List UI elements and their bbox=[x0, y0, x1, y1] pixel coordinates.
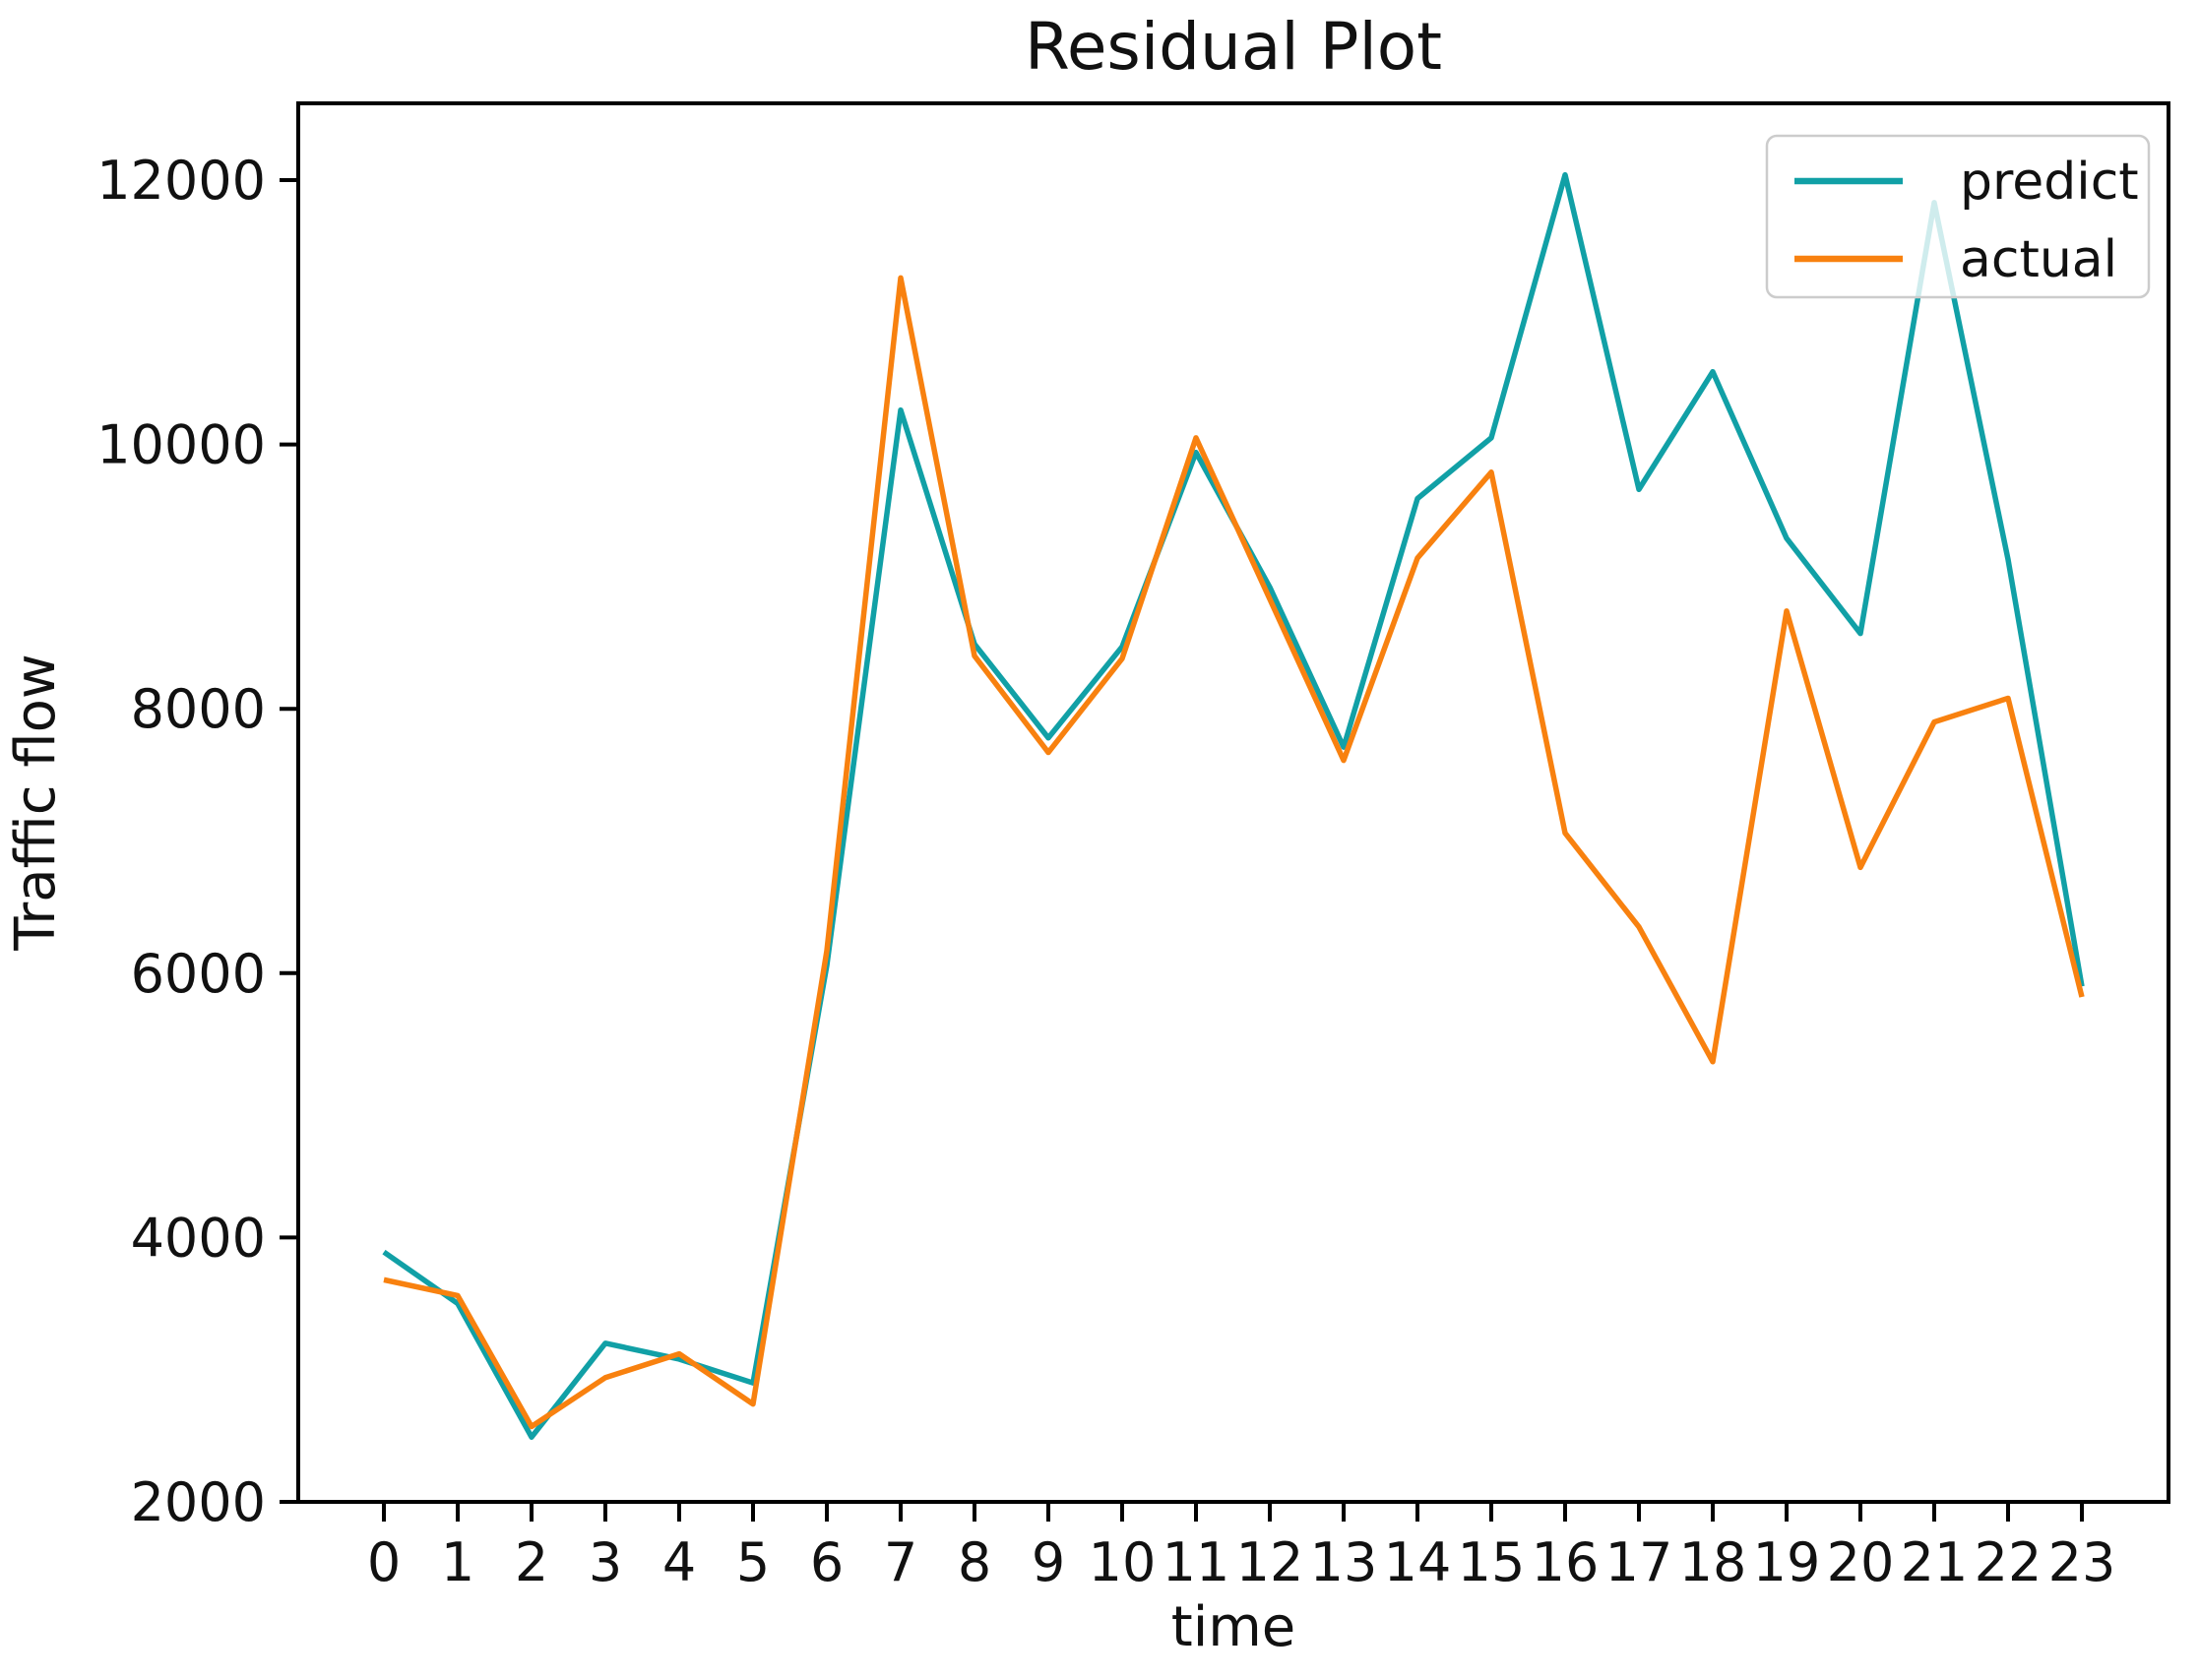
x-tick-label: 20 bbox=[1827, 1531, 1895, 1593]
legend: predict actual bbox=[1765, 134, 2151, 299]
series-lines bbox=[382, 171, 2085, 1440]
x-tick-label: 3 bbox=[589, 1531, 622, 1593]
legend-label-actual: actual bbox=[1960, 230, 2117, 289]
x-tick-label: 12 bbox=[1236, 1531, 1304, 1593]
series-line-actual bbox=[383, 275, 2085, 1430]
y-axis-label: Traffic flow bbox=[4, 653, 68, 951]
y-tick-label: 6000 bbox=[131, 943, 266, 1005]
y-tick-label: 4000 bbox=[131, 1207, 266, 1269]
x-tick-label: 7 bbox=[884, 1531, 917, 1593]
plot-area bbox=[296, 101, 2170, 1504]
x-tick-label: 6 bbox=[810, 1531, 844, 1593]
x-tick-label: 23 bbox=[2048, 1531, 2116, 1593]
y-tick-label: 8000 bbox=[131, 678, 266, 740]
x-tick-label: 14 bbox=[1384, 1531, 1452, 1593]
x-tick-label: 2 bbox=[515, 1531, 548, 1593]
legend-label-predict: predict bbox=[1960, 153, 2139, 212]
chart-title: Residual Plot bbox=[1025, 9, 1442, 85]
x-tick-label: 16 bbox=[1532, 1531, 1600, 1593]
y-tick-label: 10000 bbox=[96, 414, 266, 476]
x-tick-label: 17 bbox=[1605, 1531, 1673, 1593]
x-tick-label: 21 bbox=[1901, 1531, 1969, 1593]
x-tick-label: 15 bbox=[1458, 1531, 1526, 1593]
x-tick-label: 18 bbox=[1679, 1531, 1747, 1593]
y-tick-label: 2000 bbox=[131, 1471, 266, 1533]
x-axis: 0 1 2 3 4 5 6 7 8 9 10 11 12 13 14 15 16 17 18 19 20 21 22 23 bbox=[367, 1502, 2116, 1593]
y-tick-label: 12000 bbox=[96, 150, 266, 212]
x-tick-label: 1 bbox=[441, 1531, 474, 1593]
y-axis: 2000 4000 6000 8000 10000 12000 bbox=[96, 150, 298, 1533]
x-tick-label: 9 bbox=[1032, 1531, 1065, 1593]
x-tick-label: 11 bbox=[1163, 1531, 1230, 1593]
x-tick-label: 22 bbox=[1975, 1531, 2043, 1593]
x-axis-label: time bbox=[1171, 1595, 1296, 1659]
x-tick-label: 0 bbox=[367, 1531, 401, 1593]
x-tick-label: 8 bbox=[958, 1531, 991, 1593]
x-tick-label: 19 bbox=[1753, 1531, 1821, 1593]
x-tick-label: 5 bbox=[736, 1531, 770, 1593]
x-tick-label: 4 bbox=[662, 1531, 696, 1593]
x-tick-label: 10 bbox=[1089, 1531, 1157, 1593]
x-tick-label: 13 bbox=[1310, 1531, 1378, 1593]
